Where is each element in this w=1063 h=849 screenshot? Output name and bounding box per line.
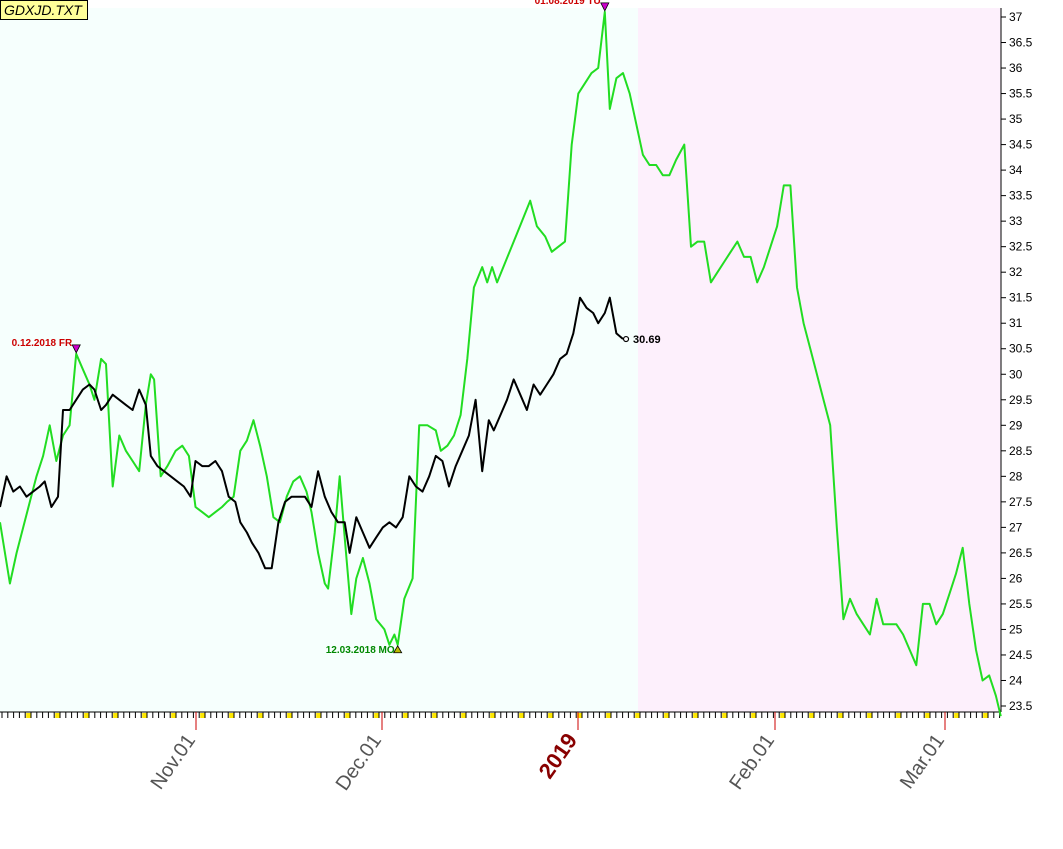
- peak-label: 0.12.2018 FR: [12, 338, 73, 349]
- x-week-marker: [113, 713, 119, 718]
- x-week-marker: [635, 713, 641, 718]
- series-layer: 30.69: [0, 10, 1002, 717]
- x-week-marker: [316, 713, 322, 718]
- x-week-marker: [142, 713, 148, 718]
- x-tick-label: Feb.01: [725, 730, 779, 794]
- x-week-marker: [577, 713, 583, 718]
- x-week-marker: [258, 713, 264, 718]
- x-week-marker: [171, 713, 177, 718]
- x-week-marker: [780, 713, 786, 718]
- y-tick-label: 32.5: [1009, 240, 1033, 254]
- x-week-marker: [722, 713, 728, 718]
- y-tick-label: 30.5: [1009, 342, 1033, 356]
- series-line-black: [0, 296, 624, 570]
- ticker-label: GDXJD.TXT: [0, 0, 88, 20]
- x-week-marker: [519, 713, 525, 718]
- x-week-marker: [55, 713, 61, 718]
- x-week-marker: [374, 713, 380, 718]
- y-tick-label: 36: [1009, 61, 1023, 75]
- y-tick-label: 24: [1009, 673, 1023, 687]
- x-week-marker: [983, 713, 989, 718]
- y-tick-label: 35.5: [1009, 87, 1033, 101]
- x-axis-ticks: [1, 712, 1001, 718]
- x-week-marker: [548, 713, 554, 718]
- y-tick-label: 30: [1009, 367, 1023, 381]
- x-week-marker: [925, 713, 931, 718]
- y-tick-label: 33: [1009, 214, 1023, 228]
- peak-label: 01.08.2019 TU: [535, 0, 601, 7]
- x-week-marker: [432, 713, 438, 718]
- y-tick-label: 29: [1009, 418, 1023, 432]
- y-tick-label: 23.5: [1009, 699, 1033, 713]
- y-tick-label: 29.5: [1009, 393, 1033, 407]
- x-tick-label: Mar.01: [896, 730, 949, 793]
- trough-marker: [392, 644, 403, 654]
- plot-bg-history: [0, 8, 638, 712]
- y-tick-label: 25: [1009, 622, 1023, 636]
- x-week-marker: [403, 713, 409, 718]
- y-axis: 23.5 24 24.5 25 25.5 26 26.5 27 27.5 28 28.5 29 29.5…: [1001, 10, 1033, 713]
- y-tick-label: 27.5: [1009, 495, 1033, 509]
- peak-marker: [600, 2, 610, 12]
- x-week-marker: [867, 713, 873, 718]
- y-tick-label: 25.5: [1009, 597, 1033, 611]
- y-tick-label: 37: [1009, 10, 1023, 24]
- y-tick-label: 31: [1009, 316, 1023, 330]
- x-tick-label: Nov.01: [147, 730, 201, 793]
- x-week-marker: [809, 713, 815, 718]
- plot-bg-forecast: [638, 8, 1001, 712]
- y-tick-label: 32: [1009, 265, 1023, 279]
- x-tick-label: 2019: [534, 729, 583, 783]
- trough-label: 12.03.2018 MO: [326, 645, 395, 656]
- y-tick-label: 34: [1009, 163, 1023, 177]
- y-tick-label: 26.5: [1009, 546, 1033, 560]
- y-tick-label: 26: [1009, 571, 1023, 585]
- x-week-marker: [287, 713, 293, 718]
- x-week-marker: [461, 713, 467, 718]
- x-week-marker: [606, 713, 612, 718]
- y-tick-label: 27: [1009, 520, 1023, 534]
- peak-marker: [71, 344, 81, 354]
- x-week-marker: [84, 713, 90, 718]
- x-week-marker: [26, 713, 32, 718]
- x-week-marker: [954, 713, 960, 718]
- x-tick-label: Dec.01: [332, 730, 386, 795]
- x-week-marker: [490, 713, 496, 718]
- x-axis-labels: Nov.01 Dec.01 2019 Feb.01 Mar.01: [147, 712, 949, 795]
- x-week-marker: [838, 713, 844, 718]
- x-week-marker: [229, 713, 235, 718]
- y-tick-label: 36.5: [1009, 36, 1033, 50]
- x-week-marker: [896, 713, 902, 718]
- annotation-layer: 0.12.2018 FR 12.03.2018 MO 01.08.2019 TU: [12, 0, 610, 656]
- y-tick-label: 35: [1009, 112, 1023, 126]
- x-week-marker: [693, 713, 699, 718]
- last-value-label: 30.69: [633, 334, 661, 346]
- y-tick-label: 28.5: [1009, 444, 1033, 458]
- y-tick-label: 34.5: [1009, 138, 1033, 152]
- y-tick-label: 24.5: [1009, 648, 1033, 662]
- y-tick-label: 31.5: [1009, 291, 1033, 305]
- y-tick-label: 28: [1009, 469, 1023, 483]
- x-week-marker: [664, 713, 670, 718]
- x-week-marker: [751, 713, 757, 718]
- x-week-marker: [200, 713, 206, 718]
- x-week-marker: [345, 713, 351, 718]
- last-value-marker: [622, 335, 630, 343]
- y-tick-label: 33.5: [1009, 189, 1033, 203]
